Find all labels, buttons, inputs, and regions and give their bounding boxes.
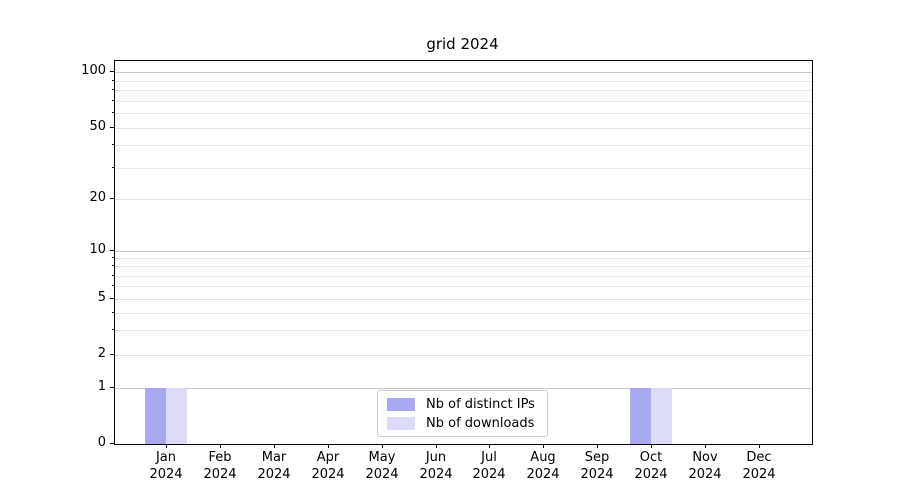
y-minor-tick-mark — [112, 329, 114, 330]
gridline-minor — [115, 286, 812, 287]
y-minor-tick-mark — [112, 285, 114, 286]
y-tick-label: 1 — [97, 379, 106, 394]
x-tick-label-jul: Jul 2024 — [472, 450, 506, 482]
gridline-minor — [115, 313, 812, 314]
gridline-minor — [115, 90, 812, 91]
x-tick-label-nov: Nov 2024 — [688, 450, 722, 482]
y-minor-tick-mark — [112, 265, 114, 266]
grid-layer — [115, 61, 812, 444]
gridline-minor — [115, 101, 812, 102]
legend-item-downloads: Nb of downloads — [387, 416, 538, 431]
legend-label-downloads: Nb of downloads — [426, 415, 535, 431]
legend: Nb of distinct IPs Nb of downloads — [377, 390, 548, 437]
x-tick-label-mar: Mar 2024 — [257, 450, 291, 482]
x-tick-mark — [597, 444, 598, 448]
y-minor-tick-mark — [112, 167, 114, 168]
x-tick-mark — [759, 444, 760, 448]
x-tick-label-jan: Jan 2024 — [149, 450, 183, 482]
y-minor-tick-mark — [112, 100, 114, 101]
x-tick-mark — [166, 444, 167, 448]
bar-oct-downloads — [651, 388, 672, 444]
x-tick-mark — [220, 444, 221, 448]
gridline-minor — [115, 276, 812, 277]
y-tick-mark — [110, 198, 114, 199]
x-tick-mark — [436, 444, 437, 448]
gridline — [115, 199, 812, 200]
y-tick-label: 20 — [89, 190, 106, 205]
y-minor-tick-mark — [112, 275, 114, 276]
gridline — [115, 355, 812, 356]
y-tick-label: 100 — [81, 63, 106, 78]
legend-swatch-distinct-ips-icon — [387, 397, 415, 411]
gridline — [115, 251, 812, 252]
gridline-minor — [115, 258, 812, 259]
y-tick-label: 0 — [97, 435, 106, 450]
x-tick-mark — [705, 444, 706, 448]
x-tick-mark — [274, 444, 275, 448]
y-tick-mark — [110, 354, 114, 355]
y-minor-tick-mark — [112, 80, 114, 81]
bar-jan-downloads — [166, 388, 187, 444]
x-tick-mark — [489, 444, 490, 448]
x-tick-label-dec: Dec 2024 — [742, 450, 776, 482]
y-minor-tick-mark — [112, 257, 114, 258]
gridline-minor — [115, 330, 812, 331]
gridline-minor — [115, 266, 812, 267]
x-tick-mark — [382, 444, 383, 448]
gridline-minor — [115, 81, 812, 82]
plot-area: Nb of distinct IPs Nb of downloads — [114, 60, 813, 445]
gridline — [115, 72, 812, 73]
y-tick-mark — [110, 387, 114, 388]
bar-jan-distinct-ips — [145, 388, 166, 444]
y-tick-mark — [110, 127, 114, 128]
x-tick-label-apr: Apr 2024 — [311, 450, 345, 482]
x-tick-mark — [651, 444, 652, 448]
gridline-minor — [115, 168, 812, 169]
legend-item-distinct-ips: Nb of distinct IPs — [387, 397, 538, 412]
x-tick-label-oct: Oct 2024 — [634, 450, 668, 482]
y-tick-mark — [110, 298, 114, 299]
x-tick-label-feb: Feb 2024 — [203, 450, 237, 482]
x-tick-label-aug: Aug 2024 — [526, 450, 560, 482]
chart-title: grid 2024 — [426, 35, 499, 53]
gridline — [115, 299, 812, 300]
y-tick-label: 50 — [89, 119, 106, 134]
legend-label-distinct-ips: Nb of distinct IPs — [426, 396, 535, 412]
x-tick-label-may: May 2024 — [365, 450, 399, 482]
legend-swatch-downloads-icon — [387, 416, 415, 430]
x-tick-label-sep: Sep 2024 — [580, 450, 614, 482]
y-tick-label: 10 — [89, 242, 106, 257]
y-tick-label: 2 — [97, 346, 106, 361]
gridline — [115, 128, 812, 129]
x-tick-mark — [543, 444, 544, 448]
y-minor-tick-mark — [112, 312, 114, 313]
y-tick-mark — [110, 250, 114, 251]
bar-layer — [115, 61, 812, 444]
y-tick-mark — [110, 443, 114, 444]
x-tick-label-jun: Jun 2024 — [419, 450, 453, 482]
gridline-minor — [115, 145, 812, 146]
y-tick-mark — [110, 71, 114, 72]
y-minor-tick-mark — [112, 112, 114, 113]
x-tick-mark — [328, 444, 329, 448]
bar-oct-distinct-ips — [630, 388, 651, 444]
gridline-minor — [115, 113, 812, 114]
y-minor-tick-mark — [112, 144, 114, 145]
y-minor-tick-mark — [112, 89, 114, 90]
y-tick-label: 5 — [97, 290, 106, 305]
gridline — [115, 388, 812, 389]
